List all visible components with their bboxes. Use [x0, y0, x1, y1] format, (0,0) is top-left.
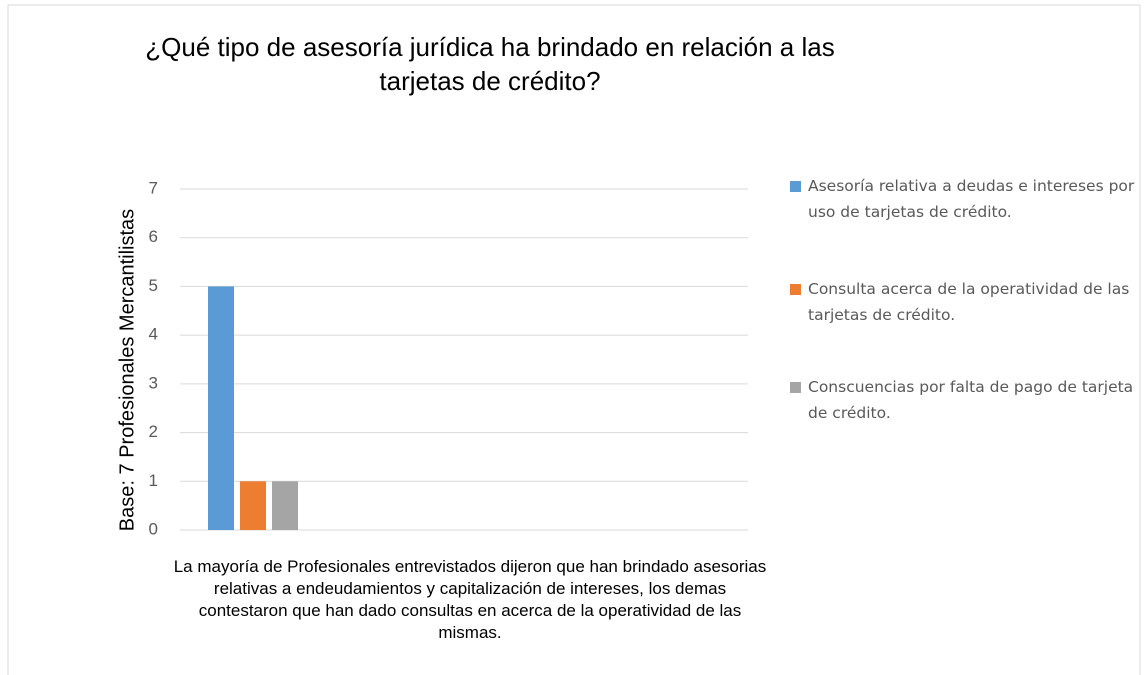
x-axis-label: La mayoría de Profesionales entrevistado…: [173, 557, 767, 642]
y-tick-label: 6: [149, 227, 158, 246]
legend-label: Asesoría relativa a deudas e intereses p…: [808, 177, 1135, 221]
legend-swatch: [790, 181, 801, 192]
legend-item: Conscuencias por falta de pago de tarjet…: [790, 374, 1145, 426]
chart-title: ¿Qué tipo de asesoría jurídica ha brinda…: [145, 32, 835, 96]
bar: [208, 286, 234, 530]
y-axis-label: Base: 7 Profesionales Mercantilistas: [116, 209, 138, 531]
y-tick-label: 5: [149, 276, 158, 295]
bar: [272, 481, 298, 530]
y-tick-label: 7: [149, 178, 158, 197]
legend-label: Consulta acerca de la operatividad de la…: [808, 280, 1130, 324]
y-tick-label: 1: [149, 471, 158, 490]
y-tick-label: 3: [149, 373, 158, 392]
legend-item: Asesoría relativa a deudas e intereses p…: [790, 173, 1145, 225]
y-tick-label: 4: [149, 325, 158, 344]
legend-swatch: [790, 382, 801, 393]
y-tick-label: 2: [149, 422, 158, 441]
legend-item: Consulta acerca de la operatividad de la…: [790, 276, 1145, 328]
legend-swatch: [790, 284, 801, 295]
bar: [240, 481, 266, 530]
legend-label: Conscuencias por falta de pago de tarjet…: [808, 378, 1134, 422]
chart-border: [7, 4, 1141, 675]
y-tick-label: 0: [149, 519, 158, 538]
